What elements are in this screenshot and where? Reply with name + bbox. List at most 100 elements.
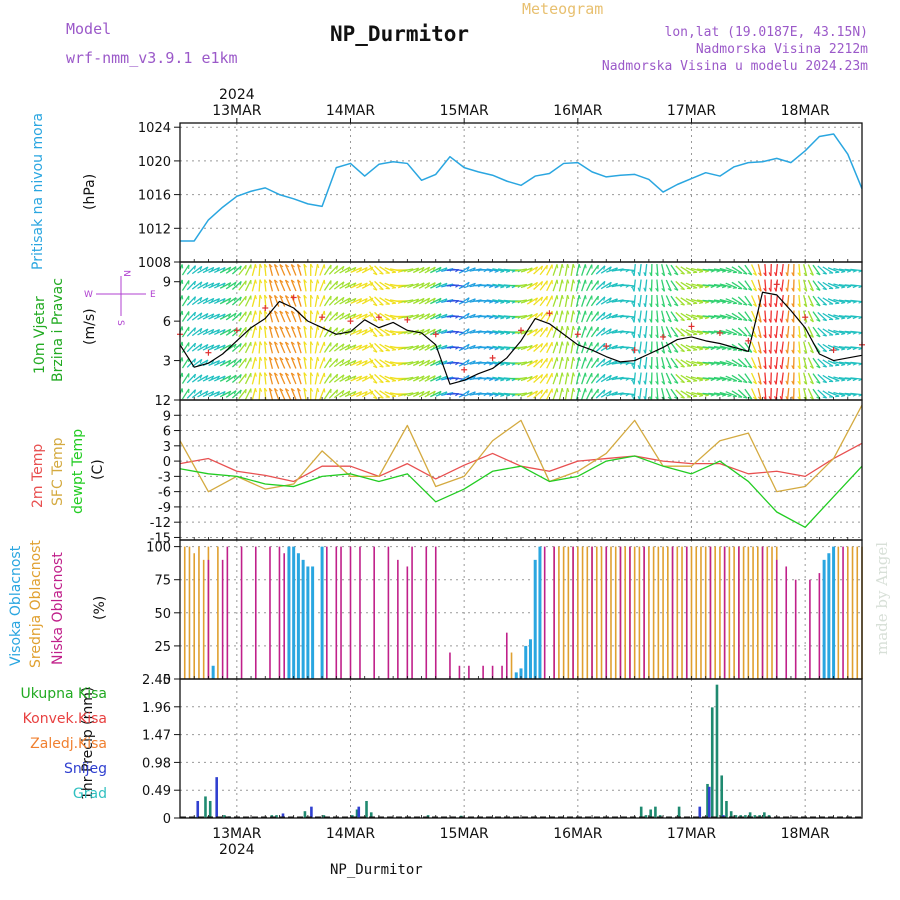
cloud-bar — [700, 546, 702, 679]
y-tick-label: -6 — [158, 486, 171, 501]
cloud-bar — [425, 546, 428, 679]
precip-bar — [698, 806, 702, 818]
wind-arrow-field — [180, 263, 862, 400]
cloud-bar — [856, 546, 859, 679]
cloud-bar — [283, 553, 285, 679]
cloud-bar — [254, 546, 257, 679]
y-tick-label: 1020 — [138, 155, 171, 170]
lonlat-readout: lon,lat (19.0187E, 43.15N) — [664, 25, 869, 40]
cloud-bar — [742, 546, 745, 679]
precip-bar — [223, 815, 226, 818]
y-tick-label: 0 — [163, 455, 171, 470]
cloud-bar — [349, 546, 352, 679]
cloud-bar — [719, 546, 721, 679]
cloud-bar — [183, 546, 186, 679]
cloud-bar — [519, 668, 523, 679]
precip-bar — [715, 684, 719, 818]
y-tick-label: -9 — [158, 501, 171, 516]
legend-total-rain: Ukupna Kisa — [20, 686, 107, 702]
cloud-bar — [269, 546, 271, 679]
cloud-bar — [785, 566, 788, 679]
cloud-bar — [296, 553, 300, 679]
y-tick-label: 3 — [163, 355, 171, 370]
cloud-bar — [193, 553, 196, 679]
legend-hail: Grad — [72, 786, 107, 802]
panel-frame — [179, 539, 863, 680]
cloud-bar — [198, 546, 200, 679]
cloud-bar — [581, 546, 584, 679]
cloud-bar — [709, 546, 712, 679]
bottom-date-label: 16MAR — [553, 826, 602, 842]
precip-bar — [355, 809, 359, 818]
cloud-bar — [591, 546, 593, 679]
cloud-bar — [528, 639, 532, 679]
cloud-bar — [373, 546, 375, 679]
cloud-bar — [501, 665, 503, 679]
cloud-bar — [567, 546, 570, 679]
precip-bar — [725, 800, 728, 818]
elevation-readout: Nadmorska Visina 2212m — [695, 42, 868, 57]
precip-bar — [710, 707, 714, 818]
cloud-bar — [306, 566, 310, 679]
cloud-bar — [822, 559, 826, 679]
y-tick-label: 1016 — [138, 189, 171, 204]
precip-bar — [707, 786, 711, 818]
page-title: NP_Durmitor — [330, 22, 470, 46]
legend-freezing: Zaledj.Kisa — [30, 736, 107, 752]
y-tick-label: 9 — [163, 276, 171, 291]
y-tick-label: 0 — [163, 812, 171, 827]
precip-bar — [748, 812, 752, 818]
cloud-bar — [733, 546, 735, 679]
precip-bar — [720, 775, 724, 818]
model-elevation-readout: Nadmorska Visina u modelu 2024.23m — [601, 59, 868, 74]
cloud-bar — [638, 546, 641, 679]
precip-bar — [734, 815, 738, 818]
cloud-bar — [434, 546, 437, 679]
cloud-bar — [728, 546, 731, 679]
cloud-bar — [510, 652, 513, 679]
y-tick-label: 9 — [163, 409, 171, 424]
top-year-label: 2024 — [219, 87, 255, 103]
cloud-bar — [577, 546, 579, 679]
cloud-bar — [406, 566, 409, 679]
cloud-bar — [685, 546, 688, 679]
temperature-line — [179, 442, 863, 483]
cloud-bar — [690, 546, 693, 679]
cloud-bar — [240, 546, 243, 679]
temperature-line — [179, 455, 863, 528]
cloud-bar — [832, 546, 836, 679]
cloud-bar — [553, 546, 555, 679]
y-tick-label: 25 — [154, 640, 171, 655]
cloud-bar — [211, 665, 215, 679]
cloud-bar — [624, 546, 626, 679]
bottom-date-label: 13MAR — [212, 826, 261, 842]
meteogram-label: Meteogram — [522, 0, 604, 18]
top-date-label: 17MAR — [667, 103, 716, 119]
cloud-bar — [397, 559, 399, 679]
precip-bar — [744, 815, 747, 818]
cloud-bar — [766, 546, 769, 679]
top-date-label: 16MAR — [553, 103, 602, 119]
precip-bar — [208, 800, 212, 818]
precip-bar — [204, 796, 207, 818]
pressure-line — [180, 133, 863, 242]
cloud-bar — [292, 546, 296, 679]
cloud-bar — [226, 546, 229, 679]
cloud-bar — [411, 546, 413, 679]
precip-bar — [196, 800, 200, 818]
cloud-bar — [595, 546, 598, 679]
cloud-bar — [458, 665, 461, 679]
precip-bar — [303, 811, 307, 818]
y-tick-label: 3 — [163, 440, 171, 455]
precip-bar — [753, 815, 757, 818]
cloud-bar — [851, 546, 854, 679]
cloud-bar — [514, 672, 518, 679]
cloud-bar — [723, 546, 726, 679]
y-tick-label: -3 — [158, 470, 171, 485]
cloud-bar — [695, 546, 698, 679]
cloud-bar — [662, 546, 664, 679]
precip-bar — [281, 813, 285, 818]
cloud-bar — [671, 546, 674, 679]
precip-bar — [729, 811, 733, 818]
